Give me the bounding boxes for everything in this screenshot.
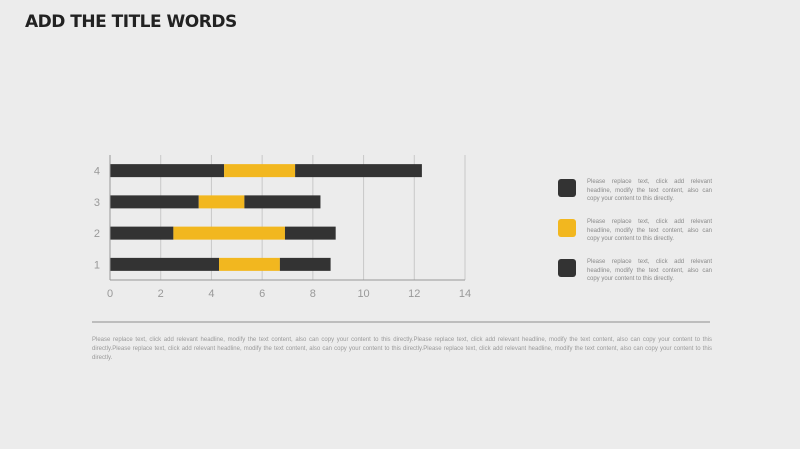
- bar-segment: [224, 164, 296, 178]
- bar-segment: [244, 195, 321, 209]
- bar-segment: [110, 164, 225, 178]
- bar-segment: [110, 195, 199, 209]
- y-tick-label: 4: [94, 166, 100, 178]
- legend-item: Please replace text, click add relevant …: [558, 258, 713, 298]
- x-tick-label: 12: [408, 288, 420, 300]
- y-tick-label: 3: [94, 197, 100, 209]
- legend-text: Please replace text, click add relevant …: [587, 219, 712, 242]
- bar-segment: [110, 257, 220, 271]
- legend: Please replace text, click add relevant …: [558, 178, 713, 298]
- x-tick-label: 4: [208, 288, 214, 300]
- legend-text: Please replace text, click add relevant …: [587, 259, 712, 282]
- x-tick-label: 14: [459, 288, 471, 300]
- bar-segment: [198, 195, 245, 209]
- bar-segment: [219, 257, 280, 271]
- bar-segment: [173, 226, 285, 240]
- legend-item: Please replace text, click add relevant …: [558, 178, 713, 218]
- legend-swatch: [558, 179, 576, 197]
- x-tick-label: 6: [259, 288, 265, 300]
- x-tick-label: 8: [310, 288, 316, 300]
- page-title: ADD THE TITLE WORDS: [25, 12, 237, 32]
- legend-swatch: [558, 259, 576, 277]
- x-tick-label: 10: [357, 288, 369, 300]
- body-paragraph: Please replace text, click add relevant …: [92, 337, 712, 361]
- bar-segment: [284, 226, 336, 240]
- x-tick-label: 2: [158, 288, 164, 300]
- divider: [92, 321, 710, 323]
- legend-item: Please replace text, click add relevant …: [558, 218, 713, 258]
- legend-text: Please replace text, click add relevant …: [587, 179, 712, 202]
- y-tick-label: 1: [94, 259, 100, 271]
- bar-segment: [110, 226, 174, 240]
- bar-segment: [295, 164, 422, 178]
- x-tick-label: 0: [107, 288, 113, 300]
- bar-segment: [279, 257, 331, 271]
- legend-swatch: [558, 219, 576, 237]
- y-tick-label: 2: [94, 228, 100, 240]
